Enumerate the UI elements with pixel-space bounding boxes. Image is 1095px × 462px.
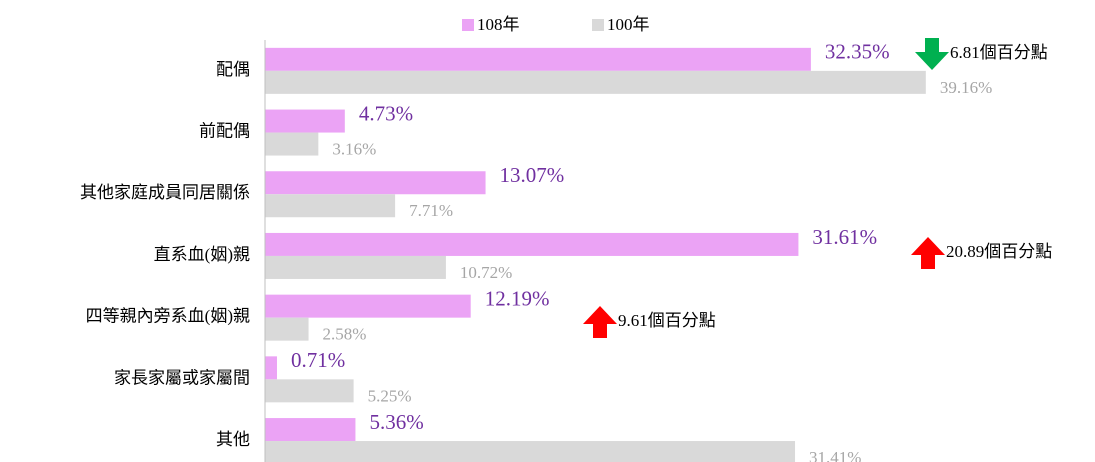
y-tick-label: 其他: [216, 430, 250, 449]
bar: [265, 255, 446, 279]
value-label: 32.35%: [825, 40, 890, 64]
value-label: 39.16%: [940, 78, 992, 97]
value-label: 5.25%: [368, 386, 412, 405]
annotation-text: 9.61個百分點: [618, 311, 716, 330]
bar: [265, 47, 811, 71]
value-label: 31.61%: [812, 225, 877, 249]
bar: [265, 441, 796, 462]
value-label: 2.58%: [323, 325, 367, 344]
legend-label: 108年: [477, 15, 520, 34]
bar: [265, 194, 396, 218]
y-tick-label: 家長家屬或家屬間: [114, 368, 250, 387]
annotation-arrow: [911, 237, 945, 269]
y-tick-label: 四等親內旁系血(姻)親: [86, 307, 250, 326]
value-label: 4.73%: [359, 101, 413, 125]
value-label: 3.16%: [332, 139, 376, 158]
bar: [265, 294, 471, 318]
y-tick-label: 直系血(姻)親: [154, 245, 250, 264]
legend-swatch: [462, 19, 474, 31]
value-label: 7.71%: [409, 201, 453, 220]
y-tick-label: 配偶: [216, 60, 250, 79]
annotation-arrow: [583, 306, 617, 338]
legend-label: 100年: [607, 15, 650, 34]
bar: [265, 418, 356, 442]
bar: [265, 171, 486, 195]
annotation-text: 6.81個百分點: [950, 43, 1048, 62]
y-tick-label: 前配偶: [199, 121, 250, 140]
bar: [265, 379, 354, 403]
bar: [265, 109, 345, 133]
value-label: 0.71%: [291, 348, 345, 372]
value-label: 31.41%: [809, 448, 861, 462]
annotation-arrow: [915, 38, 949, 70]
bar: [265, 70, 926, 94]
bar: [265, 132, 319, 156]
bar: [265, 317, 309, 341]
legend-swatch: [592, 19, 604, 31]
value-label: 13.07%: [500, 163, 565, 187]
value-label: 5.36%: [369, 410, 423, 434]
bar: [265, 356, 277, 380]
value-label: 12.19%: [485, 286, 550, 310]
y-tick-label: 其他家庭成員同居關係: [80, 183, 250, 202]
value-label: 10.72%: [460, 263, 512, 282]
bar: [265, 232, 799, 256]
annotation-text: 20.89個百分點: [946, 242, 1052, 261]
